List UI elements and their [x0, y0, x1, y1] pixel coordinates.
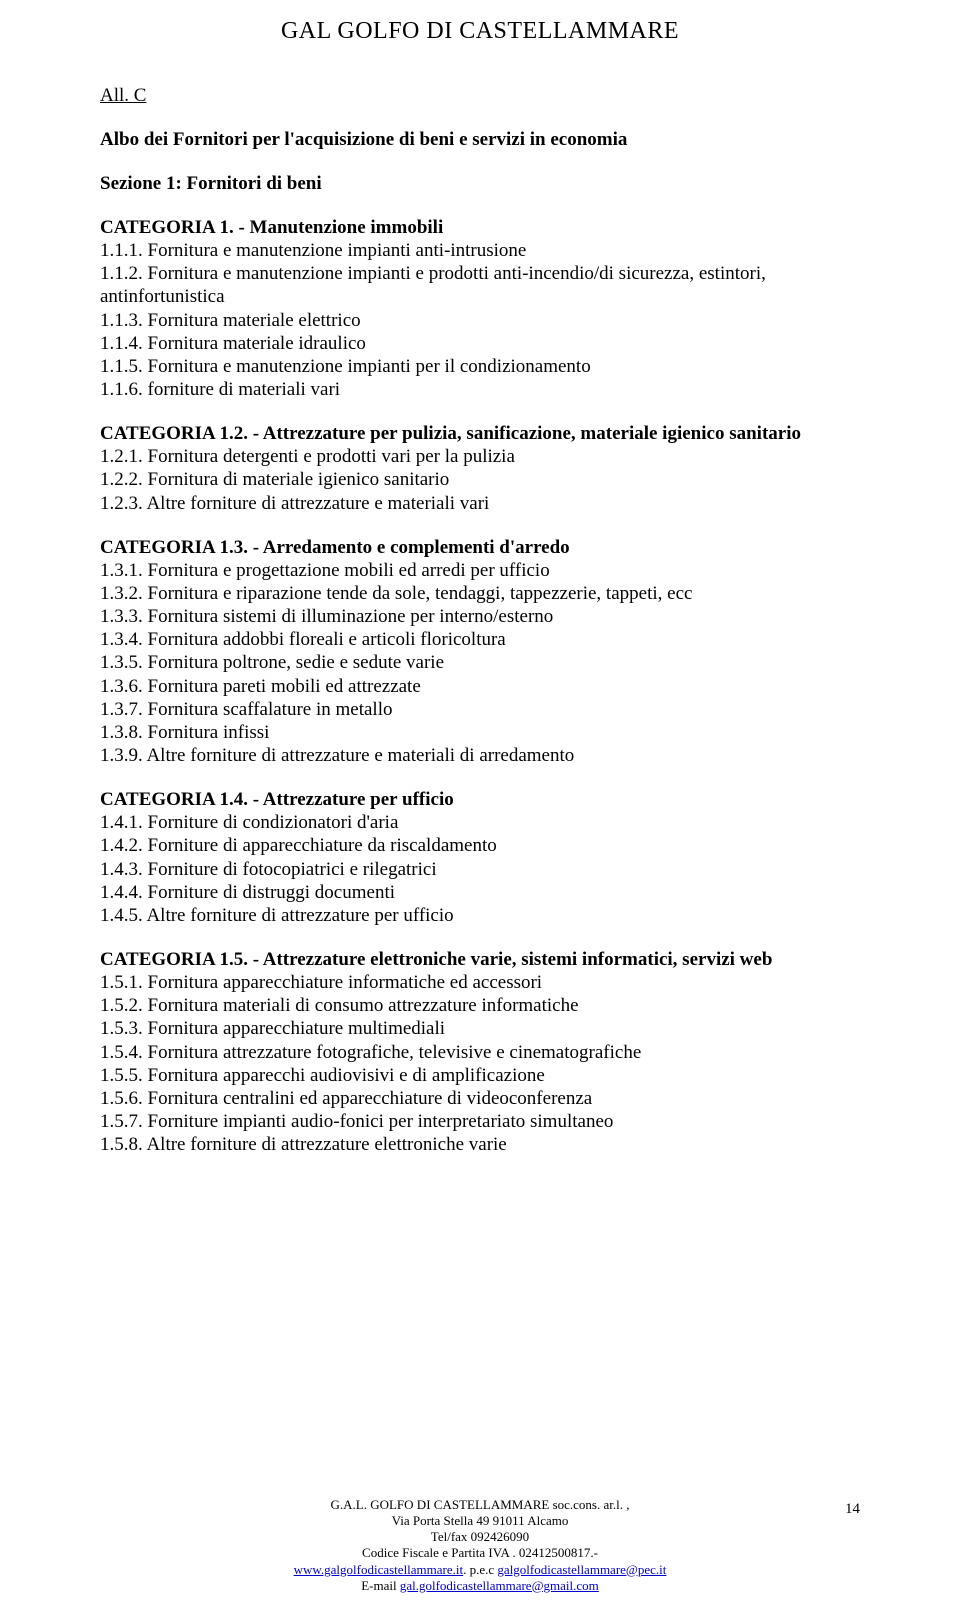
- footer-line-4b: 02412500817.-: [516, 1545, 598, 1560]
- category-block: CATEGORIA 1.3. - Arredamento e complemen…: [100, 537, 860, 768]
- category-title: CATEGORIA 1.3. - Arredamento e complemen…: [100, 537, 860, 559]
- category-item: 1.3.1. Fornitura e progettazione mobili …: [100, 559, 860, 582]
- category-item: 1.4.2. Forniture di apparecchiature da r…: [100, 834, 860, 857]
- footer-line-4: Codice Fiscale e Partita IVA . 024125008…: [100, 1545, 860, 1561]
- category-item: 1.4.4. Forniture di distruggi documenti: [100, 881, 860, 904]
- category-title: CATEGORIA 1.5. - Attrezzature elettronic…: [100, 949, 860, 971]
- category-item: 1.3.5. Fornitura poltrone, sedie e sedut…: [100, 651, 860, 674]
- category-item: 1.3.8. Fornitura infissi: [100, 721, 860, 744]
- category-item: 1.3.9. Altre forniture di attrezzature e…: [100, 744, 860, 767]
- attachment-label: All. C: [100, 85, 860, 107]
- footer-line-2: Via Porta Stella 49 91011 Alcamo: [100, 1513, 860, 1529]
- category-item: 1.5.3. Fornitura apparecchiature multime…: [100, 1017, 860, 1040]
- footer: G.A.L. GOLFO DI CASTELLAMMARE soc.cons. …: [100, 1497, 860, 1595]
- document-page: GAL GOLFO DI CASTELLAMMARE All. C Albo d…: [0, 0, 960, 1618]
- category-item: 1.2.1. Fornitura detergenti e prodotti v…: [100, 445, 860, 468]
- footer-line-5: www.galgolfodicastellammare.it. p.e.c ga…: [100, 1562, 860, 1578]
- category-item: 1.2.2. Fornitura di materiale igienico s…: [100, 468, 860, 491]
- category-item: 1.1.6. forniture di materiali vari: [100, 378, 860, 401]
- category-item: 1.2.3. Altre forniture di attrezzature e…: [100, 492, 860, 515]
- footer-email-label: E-mail: [361, 1578, 400, 1593]
- category-title: CATEGORIA 1.2. - Attrezzature per pulizi…: [100, 423, 860, 445]
- category-item: 1.1.4. Fornitura materiale idraulico: [100, 332, 860, 355]
- category-item: 1.3.2. Fornitura e riparazione tende da …: [100, 582, 860, 605]
- category-item: 1.5.7. Forniture impianti audio-fonici p…: [100, 1110, 860, 1133]
- category-block: CATEGORIA 1. - Manutenzione immobili1.1.…: [100, 217, 860, 401]
- section-title: Sezione 1: Fornitori di beni: [100, 173, 860, 195]
- category-item: 1.1.1. Fornitura e manutenzione impianti…: [100, 239, 860, 262]
- category-title: CATEGORIA 1. - Manutenzione immobili: [100, 217, 860, 239]
- footer-line-4a: Codice Fiscale e Partita IVA .: [362, 1545, 516, 1560]
- category-item: 1.4.1. Forniture di condizionatori d'ari…: [100, 811, 860, 834]
- footer-mid-text: . p.e.c: [463, 1562, 497, 1577]
- categories-container: CATEGORIA 1. - Manutenzione immobili1.1.…: [100, 217, 860, 1157]
- footer-pec-link[interactable]: galgolfodicastellammare@pec.it: [497, 1562, 666, 1577]
- footer-email-link[interactable]: gal.golfodicastellammare@gmail.com: [400, 1578, 599, 1593]
- footer-line-6: E-mail gal.golfodicastellammare@gmail.co…: [100, 1578, 860, 1594]
- category-item: 1.3.7. Fornitura scaffalature in metallo: [100, 698, 860, 721]
- footer-line-1: G.A.L. GOLFO DI CASTELLAMMARE soc.cons. …: [100, 1497, 860, 1513]
- category-item: 1.4.3. Forniture di fotocopiatrici e ril…: [100, 858, 860, 881]
- category-item: 1.5.4. Fornitura attrezzature fotografic…: [100, 1041, 860, 1064]
- category-item: 1.1.2. Fornitura e manutenzione impianti…: [100, 262, 860, 308]
- category-item: 1.5.2. Fornitura materiali di consumo at…: [100, 994, 860, 1017]
- category-item: 1.4.5. Altre forniture di attrezzature p…: [100, 904, 860, 927]
- category-item: 1.1.5. Fornitura e manutenzione impianti…: [100, 355, 860, 378]
- category-block: CATEGORIA 1.2. - Attrezzature per pulizi…: [100, 423, 860, 515]
- category-title: CATEGORIA 1.4. - Attrezzature per uffici…: [100, 789, 860, 811]
- category-item: 1.1.3. Fornitura materiale elettrico: [100, 309, 860, 332]
- albo-title: Albo dei Fornitori per l'acquisizione di…: [100, 129, 860, 151]
- footer-website-link[interactable]: www.galgolfodicastellammare.it: [294, 1562, 464, 1577]
- category-item: 1.5.8. Altre forniture di attrezzature e…: [100, 1133, 860, 1156]
- category-item: 1.3.3. Fornitura sistemi di illuminazion…: [100, 605, 860, 628]
- category-item: 1.3.6. Fornitura pareti mobili ed attrez…: [100, 675, 860, 698]
- footer-line-3: Tel/fax 092426090: [100, 1529, 860, 1545]
- org-header: GAL GOLFO DI CASTELLAMMARE: [100, 18, 860, 45]
- category-block: CATEGORIA 1.5. - Attrezzature elettronic…: [100, 949, 860, 1156]
- category-item: 1.3.4. Fornitura addobbi floreali e arti…: [100, 628, 860, 651]
- category-item: 1.5.6. Fornitura centralini ed apparecch…: [100, 1087, 860, 1110]
- category-item: 1.5.1. Fornitura apparecchiature informa…: [100, 971, 860, 994]
- category-block: CATEGORIA 1.4. - Attrezzature per uffici…: [100, 789, 860, 927]
- category-item: 1.5.5. Fornitura apparecchi audiovisivi …: [100, 1064, 860, 1087]
